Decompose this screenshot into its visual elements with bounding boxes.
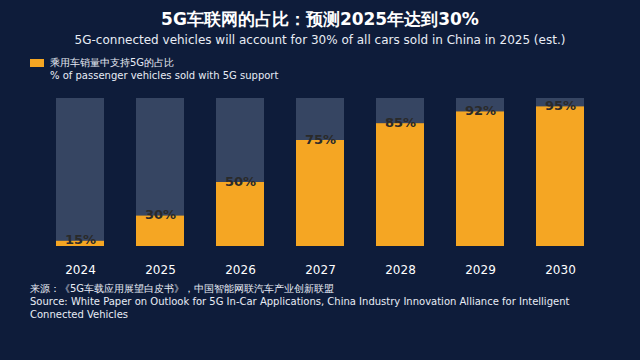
svg-text:50%: 50% [225, 174, 256, 189]
svg-text:2025: 2025 [145, 263, 176, 277]
html-text:Source: White Paper on Outlook: Source: White Paper on Outlook for 5G In… [30, 296, 570, 320]
svg-text:2029: 2029 [465, 263, 496, 277]
svg-text:92%: 92% [465, 103, 496, 118]
svg-text:2027: 2027 [305, 263, 336, 277]
html-text:来源：《5G车载应用展望白皮书》，中国智能网联汽车产业创新联: 来源：《5G车载应用展望白皮书》，中国智能网联汽车产业创新联盟 [30, 283, 335, 294]
svg-text:75%: 75% [305, 132, 336, 147]
svg-text:15%: 15% [65, 232, 96, 247]
svg-text:30%: 30% [145, 207, 176, 222]
html-text:5G-connected vehicles will acc: 5G-connected vehicles will account for 3… [74, 33, 566, 47]
html-text:5G车联网的占比：预测2025年达到30%: 5G车联网的占比：预测2025年达到30% [161, 9, 479, 29]
svg-text:2030: 2030 [545, 263, 576, 277]
html-text:乘用车销量中支持5G的占比 % of passenger v: 乘用车销量中支持5G的占比 % of passenger vehicles so… [50, 57, 279, 81]
svg-text:95%: 95% [545, 98, 576, 113]
svg-text:2028: 2028 [385, 263, 416, 277]
svg-text:2026: 2026 [225, 263, 256, 277]
svg-text:2024: 2024 [65, 263, 96, 277]
svg-text:85%: 85% [385, 115, 416, 130]
